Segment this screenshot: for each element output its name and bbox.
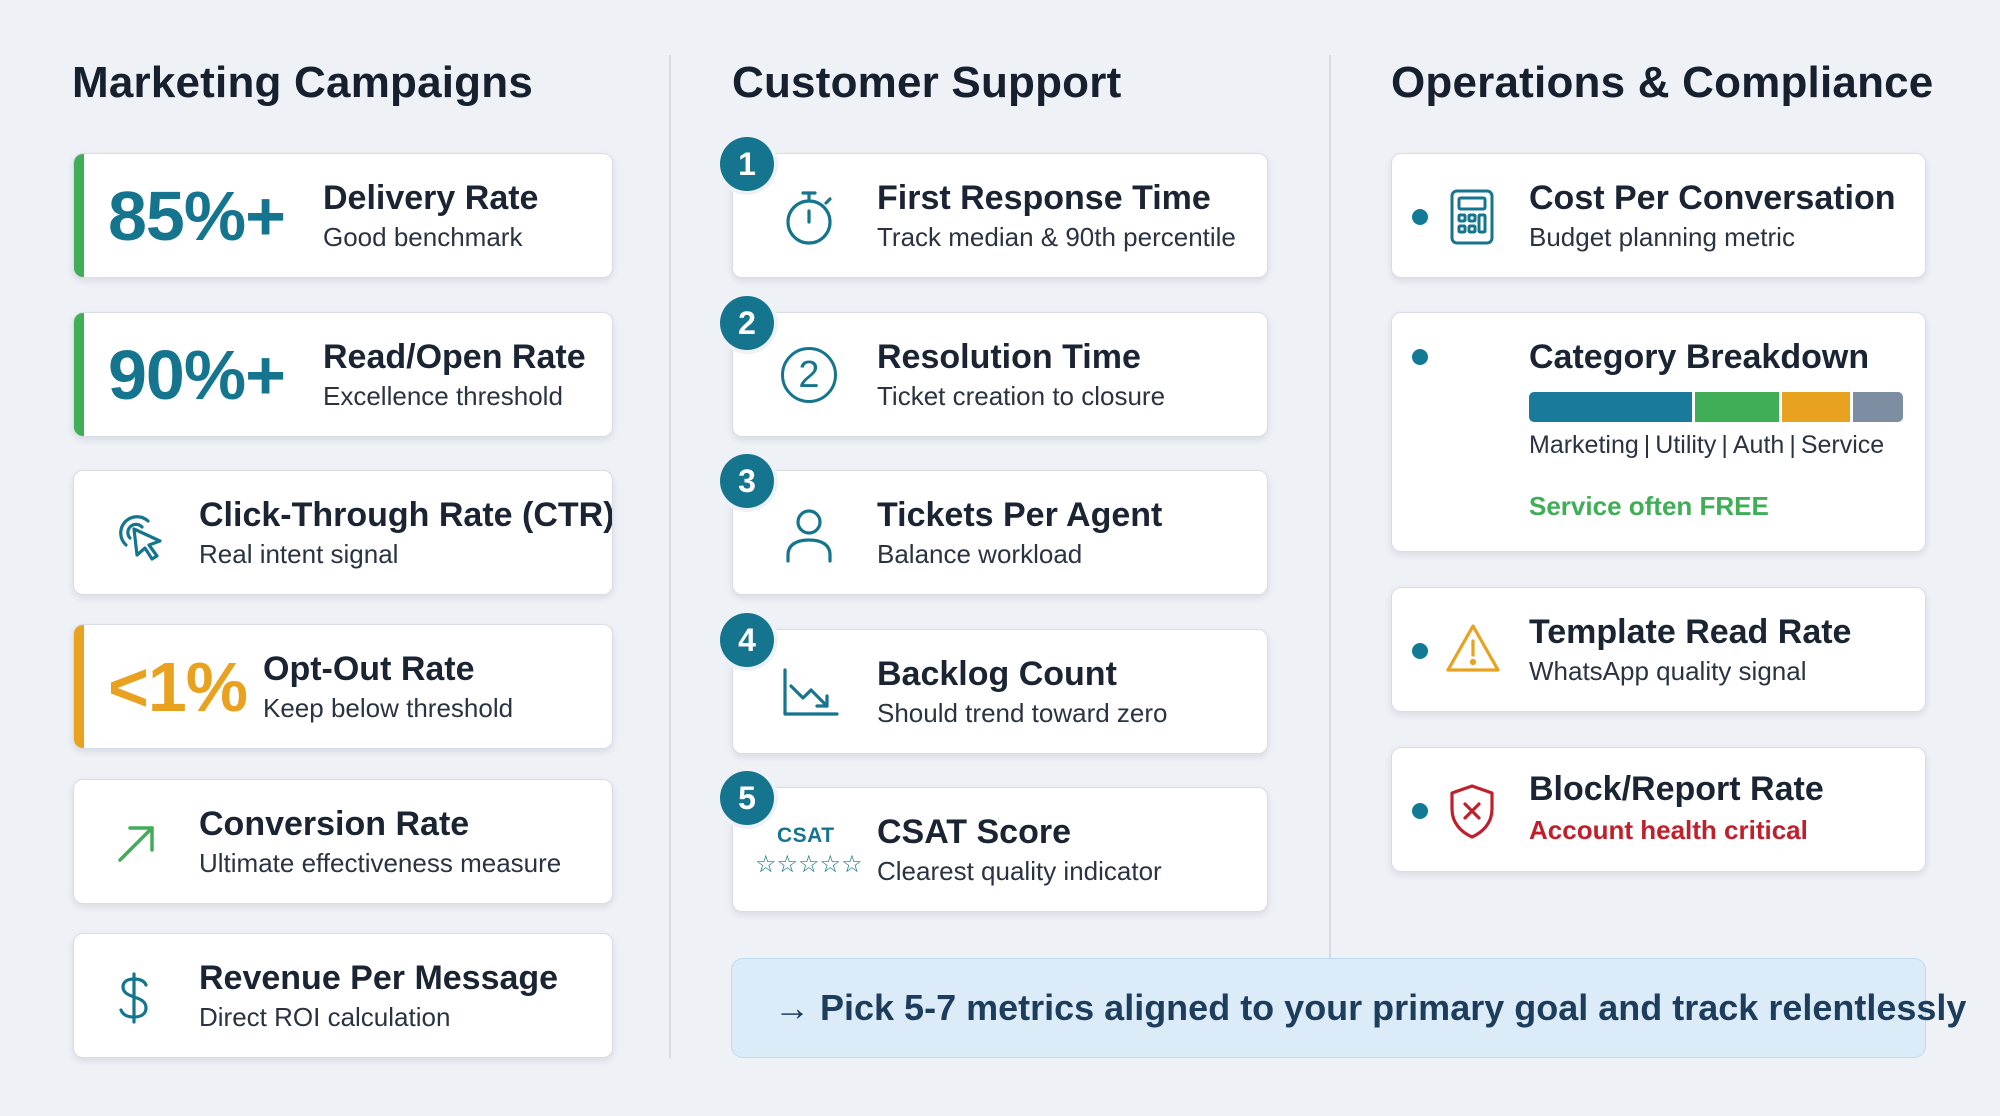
support-column-title: Customer Support: [732, 58, 1122, 107]
card-accent: [74, 154, 84, 277]
delivery-rate-subtitle: Good benchmark: [323, 222, 523, 252]
first-response-time-card: First Response Time Track median & 90th …: [732, 153, 1268, 278]
tickets-per-agent-card: Tickets Per Agent Balance workload: [732, 470, 1268, 595]
conversion-rate-subtitle: Ultimate effectiveness measure: [199, 848, 562, 878]
star-rating-icon: ☆☆☆☆☆: [755, 851, 863, 878]
column-divider-right: [1329, 55, 1331, 1058]
category-stacked-bar: [1529, 392, 1903, 422]
csat-stars-icon: CSAT: [777, 824, 835, 847]
tickets-per-agent-subtitle: Balance workload: [877, 539, 1083, 569]
backlog-count-card: Backlog Count Should trend toward zero: [732, 629, 1268, 754]
cursor-click-icon: [106, 501, 170, 570]
resolution-time-card: 2 Resolution Time Ticket creation to clo…: [732, 312, 1268, 437]
delivery-rate-title: Delivery Rate: [323, 179, 539, 217]
bullet-dot: [1412, 803, 1428, 819]
conversion-rate-title: Conversion Rate: [199, 805, 470, 843]
trend-down-icon: [781, 668, 839, 723]
backlog-count-subtitle: Should trend toward zero: [877, 698, 1168, 728]
step-number-badge: 5: [720, 771, 774, 825]
footer-text: → Pick 5-7 metrics aligned to your prima…: [774, 987, 1967, 1028]
delivery-rate-value: 85%+: [108, 176, 286, 255]
card-accent: [74, 313, 84, 436]
conversion-rate-card: Conversion Rate Ultimate effectiveness m…: [73, 779, 613, 904]
dollar-icon: [114, 970, 154, 1031]
backlog-count-title: Backlog Count: [877, 655, 1117, 693]
revenue-per-message-title: Revenue Per Message: [199, 959, 559, 997]
bullet-dot: [1412, 349, 1428, 365]
bullet-dot: [1412, 643, 1428, 659]
warning-icon: [1445, 622, 1501, 679]
resolution-time-subtitle: Ticket creation to closure: [877, 381, 1166, 411]
cost-per-conversation-subtitle: Budget planning metric: [1529, 222, 1795, 252]
revenue-per-message-subtitle: Direct ROI calculation: [199, 1002, 451, 1032]
category-note: Service often FREE: [1529, 491, 1769, 521]
first-response-time-subtitle: Track median & 90th percentile: [877, 222, 1236, 252]
template-read-rate-card: Template Read Rate WhatsApp quality sign…: [1391, 587, 1926, 712]
block-report-rate-title: Block/Report Rate: [1529, 770, 1824, 808]
category-breakdown-title: Category Breakdown: [1529, 338, 1870, 376]
opt-out-rate-subtitle: Keep below threshold: [263, 693, 514, 723]
arrow-up-right-icon: [112, 820, 160, 873]
block-report-rate-subtitle: Account health critical: [1529, 815, 1808, 845]
step-number-badge: 3: [720, 454, 774, 508]
opt-out-rate-value: <1%: [108, 647, 248, 726]
cost-per-conversation-card: Cost Per Conversation Budget planning me…: [1391, 153, 1926, 278]
opt-out-rate-title: Opt-Out Rate: [263, 650, 475, 688]
person-icon: [783, 505, 835, 570]
bullet-dot: [1412, 209, 1428, 225]
ctr-title: Click-Through Rate (CTR): [199, 496, 613, 534]
calculator-icon: [1448, 188, 1496, 251]
csat-score-title: CSAT Score: [877, 813, 1071, 851]
segment-auth: [1782, 392, 1850, 422]
category-labels: Marketing | Utility | Auth | Service: [1529, 431, 1885, 459]
ctr-subtitle: Real intent signal: [199, 539, 399, 569]
circle-two-digit: 2: [781, 347, 837, 403]
read-open-rate-subtitle: Excellence threshold: [323, 381, 563, 411]
template-read-rate-title: Template Read Rate: [1529, 613, 1852, 651]
revenue-per-message-card: Revenue Per Message Direct ROI calculati…: [73, 933, 613, 1058]
circle-two-icon: 2: [781, 347, 837, 403]
category-label-service: Service: [1800, 431, 1885, 459]
category-label-marketing: Marketing: [1529, 431, 1639, 459]
read-open-rate-value: 90%+: [108, 335, 286, 414]
first-response-time-title: First Response Time: [877, 179, 1211, 217]
footer-callout: → Pick 5-7 metrics aligned to your prima…: [731, 958, 1966, 1058]
tickets-per-agent-title: Tickets Per Agent: [877, 496, 1163, 534]
step-number-badge: 1: [720, 137, 774, 191]
resolution-time-title: Resolution Time: [877, 338, 1141, 376]
cost-per-conversation-title: Cost Per Conversation: [1529, 179, 1896, 217]
column-divider-left: [669, 55, 671, 1058]
ctr-card: Click-Through Rate (CTR) Real intent sig…: [73, 470, 613, 595]
opt-out-rate-card: <1% Opt-Out Rate Keep below threshold: [73, 624, 613, 749]
category-breakdown-card: Category Breakdown Marketing | Utility | Aut…: [1391, 312, 1926, 552]
category-label-auth: Auth: [1732, 431, 1785, 459]
csat-score-card: CSAT ☆☆☆☆☆ CSAT Score Clearest quality i…: [732, 787, 1268, 912]
delivery-rate-card: 85%+ Delivery Rate Good benchmark: [73, 153, 613, 278]
operations-column-title: Operations & Compliance: [1391, 58, 1934, 107]
read-open-rate-card: 90%+ Read/Open Rate Excellence threshold: [73, 312, 613, 437]
read-open-rate-title: Read/Open Rate: [323, 338, 586, 376]
segment-marketing: [1529, 392, 1692, 422]
step-number-badge: 4: [720, 613, 774, 667]
csat-score-subtitle: Clearest quality indicator: [877, 856, 1162, 886]
card-accent: [74, 625, 84, 748]
segment-utility: [1695, 392, 1779, 422]
block-report-rate-card: Block/Report Rate Account health critica…: [1391, 747, 1926, 872]
shield-x-icon: [1447, 782, 1497, 845]
segment-service: [1853, 392, 1903, 422]
step-number-badge: 2: [720, 296, 774, 350]
marketing-column-title: Marketing Campaigns: [72, 58, 534, 107]
template-read-rate-subtitle: WhatsApp quality signal: [1529, 656, 1807, 686]
stopwatch-icon: [781, 188, 837, 253]
category-label-utility: Utility: [1655, 431, 1717, 459]
